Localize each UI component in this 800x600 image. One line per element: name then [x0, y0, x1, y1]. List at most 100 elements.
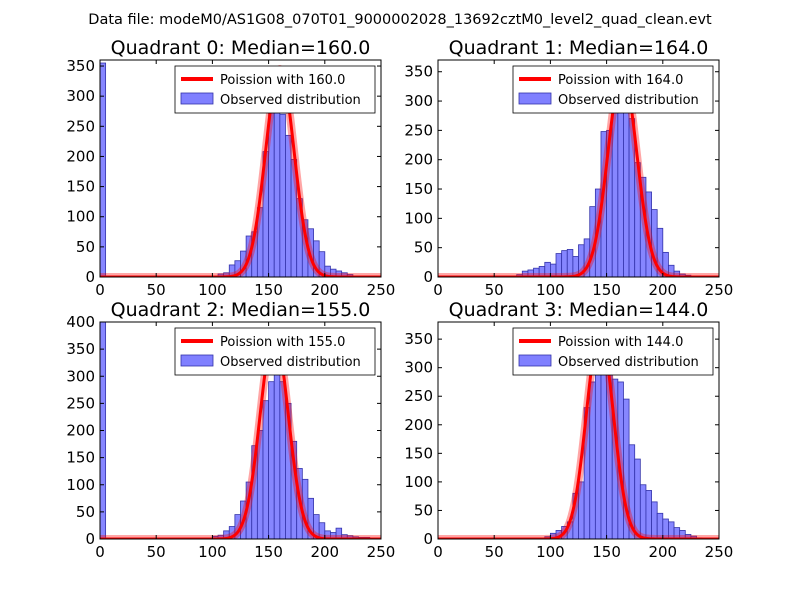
histogram-bar — [651, 501, 658, 539]
panel-3: 0 50 100 150 200 250 0 50 100 150 200 250 300 350 Quad… — [404, 299, 733, 561]
legend-entry-fit: Poission with 144.0 — [558, 335, 683, 350]
y-tick-label: 300 — [404, 92, 433, 110]
legend-bar-swatch — [180, 354, 214, 367]
x-tick-label: 100 — [198, 543, 227, 561]
x-tick-label: 200 — [648, 543, 677, 561]
x-tick-label: 150 — [254, 281, 283, 299]
x-tick-label: 100 — [536, 281, 565, 299]
histogram-bar — [639, 484, 647, 539]
y-tick-label: 150 — [404, 444, 433, 462]
y-tick-label: 250 — [66, 117, 95, 135]
histogram-bar — [273, 364, 281, 539]
panel-0: 0 50 100 150 200 250 0 50 100 150 200 250 300 350 Quad… — [66, 37, 395, 299]
y-tick-label: 300 — [404, 359, 433, 377]
legend-box — [512, 327, 714, 376]
x-tick-label: 200 — [310, 281, 339, 299]
y-tick-label: 350 — [66, 57, 95, 75]
histogram-bar — [335, 527, 343, 539]
x-tick-label: 50 — [485, 281, 504, 299]
panel-title: Quadrant 0: Median=160.0 — [111, 37, 371, 59]
legend: Poission with 160.0 Observed distribution — [174, 65, 376, 114]
y-tick-label: 350 — [404, 330, 433, 348]
legend-entry-fit: Poission with 160.0 — [220, 73, 345, 88]
x-tick-label: 50 — [485, 543, 504, 561]
legend-bar-swatch — [518, 354, 552, 367]
legend-box — [174, 65, 376, 114]
y-tick-label: 0 — [423, 268, 433, 286]
x-tick-label: 250 — [367, 281, 396, 299]
y-tick-label: 250 — [404, 121, 433, 139]
legend-box — [174, 327, 376, 376]
histogram-3 — [544, 361, 703, 539]
axes-frame — [437, 321, 720, 540]
y-tick-label: 200 — [66, 422, 95, 440]
x-tick-label: 0 — [95, 543, 105, 561]
legend-entry-observed: Observed distribution — [220, 93, 361, 108]
histogram-bar — [273, 92, 281, 277]
y-tick-label: 350 — [404, 63, 433, 81]
y-tick-label: 0 — [85, 530, 95, 548]
x-tick-label: 0 — [433, 281, 443, 299]
axes-frame — [437, 59, 720, 278]
x-tick-label: 100 — [198, 281, 227, 299]
legend-bar-swatch — [518, 92, 552, 105]
y-tick-label: 50 — [76, 503, 95, 521]
y-tick-label: 150 — [66, 449, 95, 467]
legend-entry-observed: Observed distribution — [558, 93, 699, 108]
x-tick-label: 250 — [705, 281, 734, 299]
histogram-bar — [645, 490, 652, 539]
legend-box — [512, 65, 714, 114]
histogram-bar — [617, 94, 624, 277]
panel-2: 0 50 100 150 200 250 0 50 100 150 200 250 300 350 400 Q… — [66, 299, 395, 561]
histogram-bar — [662, 251, 669, 277]
histogram-bar — [318, 251, 326, 277]
histogram-bar — [594, 372, 602, 539]
x-tick-label: 0 — [433, 543, 443, 561]
histogram-bar — [100, 62, 107, 277]
legend-bar-swatch — [180, 92, 214, 105]
histogram-bar — [285, 134, 292, 277]
panel-title: Quadrant 3: Median=144.0 — [449, 299, 709, 321]
y-tick-label: 300 — [66, 87, 95, 105]
axes-frame — [99, 59, 382, 278]
y-tick-label: 0 — [423, 530, 433, 548]
legend-entry-observed: Observed distribution — [558, 355, 699, 370]
legend-entry-fit: Poission with 164.0 — [558, 73, 683, 88]
y-tick-label: 300 — [66, 367, 95, 385]
y-tick-label: 200 — [404, 151, 433, 169]
legend-entry-fit: Poission with 155.0 — [220, 335, 345, 350]
legend-entry-observed: Observed distribution — [220, 355, 361, 370]
histogram-bar — [262, 400, 270, 539]
fit-line — [438, 70, 719, 277]
x-tick-label: 50 — [147, 543, 166, 561]
legend: Poission with 164.0 Observed distribution — [512, 65, 714, 114]
y-tick-label: 250 — [66, 394, 95, 412]
x-tick-label: 0 — [95, 281, 105, 299]
y-tick-label: 50 — [76, 238, 95, 256]
y-tick-label: 50 — [414, 239, 433, 257]
fit-line — [438, 330, 719, 539]
y-tick-label: 150 — [404, 180, 433, 198]
panels: 0 50 100 150 200 250 0 50 100 150 200 250 300 350 Quad… — [66, 37, 733, 561]
panel-title: Quadrant 2: Median=155.0 — [111, 299, 371, 321]
x-tick-label: 200 — [648, 281, 677, 299]
histogram-bar — [600, 361, 607, 539]
legend: Poission with 155.0 Observed distribution — [174, 327, 376, 376]
x-tick-label: 250 — [367, 543, 396, 561]
histogram-bar — [268, 381, 275, 539]
panel-1: 0 50 100 150 200 250 0 50 100 150 200 250 300 350 Quad… — [404, 37, 733, 299]
x-tick-label: 150 — [592, 543, 621, 561]
y-tick-label: 100 — [404, 209, 433, 227]
y-tick-label: 250 — [404, 387, 433, 405]
y-tick-label: 150 — [66, 178, 95, 196]
y-tick-label: 0 — [85, 268, 95, 286]
histogram-bar — [279, 113, 286, 277]
y-tick-label: 50 — [414, 501, 433, 519]
y-tick-label: 100 — [66, 476, 95, 494]
legend: Poission with 144.0 Observed distribution — [512, 327, 714, 376]
x-tick-label: 250 — [705, 543, 734, 561]
x-tick-label: 100 — [536, 543, 565, 561]
y-tick-label: 200 — [66, 147, 95, 165]
x-tick-label: 150 — [254, 543, 283, 561]
